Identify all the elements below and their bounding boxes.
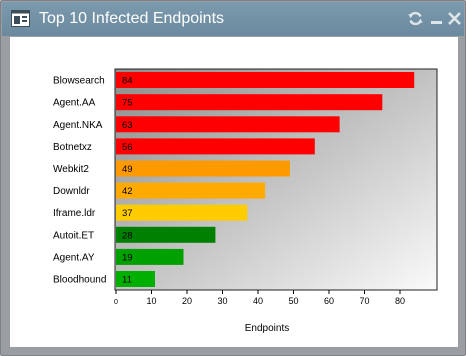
window-title: Top 10 Infected Endpoints: [39, 10, 225, 27]
bar-9[interactable]: [116, 271, 155, 287]
chart-panel: 84 75 63 56 49 42 37 28 19 11 Blowsearch Agent.AA A…: [10, 37, 458, 347]
bar-value-label: 11: [122, 275, 132, 286]
bar-value-label: 49: [122, 164, 133, 175]
category-label: Blowsearch: [53, 76, 105, 87]
bar-value-label: 56: [122, 142, 133, 153]
category-label: Iframe.ldr: [53, 208, 96, 219]
refresh-icon[interactable]: [407, 10, 424, 27]
bar-value-label: 63: [122, 120, 133, 131]
minimize-icon[interactable]: [428, 10, 445, 27]
close-icon[interactable]: [446, 10, 463, 27]
bar-value-label: 42: [122, 186, 133, 197]
bar-value-label: 19: [122, 252, 133, 263]
bar-6[interactable]: [116, 204, 248, 221]
category-labels: Blowsearch Agent.AA Agent.NKA Botnetxz Webki…: [53, 76, 106, 286]
x-tick-label: 0: [114, 299, 118, 306]
x-tick-label: 80: [395, 296, 405, 306]
x-tick-label: 40: [253, 296, 263, 306]
category-label: Bloodhound: [53, 275, 106, 286]
category-label: Webkit2: [53, 164, 89, 175]
x-tick-label: 30: [217, 296, 227, 306]
x-tick-label: 10: [146, 296, 156, 306]
window-icon: [11, 10, 30, 27]
x-tick-label: 20: [182, 296, 192, 306]
x-tick-label: 60: [324, 296, 334, 306]
bar-chart: 84 75 63 56 49 42 37 28 19 11 Blowsearch Agent.AA A…: [53, 68, 438, 334]
bar-7[interactable]: [116, 226, 216, 243]
bar-0[interactable]: [116, 72, 415, 88]
bar-value-label: 37: [122, 208, 133, 219]
category-label: Downldr: [53, 186, 90, 197]
bar-value-label: 84: [122, 76, 133, 87]
title-bar[interactable]: Top 10 Infected Endpoints: [2, 2, 464, 36]
category-label: Agent.NKA: [53, 120, 103, 131]
x-axis-label: Endpoints: [245, 323, 289, 334]
category-label: Agent.AY: [53, 252, 95, 263]
category-label: Botnetxz: [53, 142, 92, 153]
x-axis-ticks: 0 10 20 30 40 50 60 70 80: [114, 290, 405, 306]
bar-4[interactable]: [116, 160, 290, 177]
category-label: Autoit.ET: [53, 230, 94, 241]
bar-8[interactable]: [116, 248, 184, 265]
bar-1[interactable]: [116, 94, 383, 111]
bar-5[interactable]: [116, 182, 266, 199]
bar-2[interactable]: [116, 116, 340, 133]
bars-group: 84 75 63 56 49 42 37 28 19 11: [116, 72, 415, 287]
category-label: Agent.AA: [53, 98, 96, 109]
bar-3[interactable]: [116, 138, 315, 155]
bar-value-label: 28: [122, 230, 133, 241]
x-tick-label: 50: [288, 296, 298, 306]
bar-value-label: 75: [122, 98, 133, 109]
x-tick-label: 70: [359, 296, 369, 306]
